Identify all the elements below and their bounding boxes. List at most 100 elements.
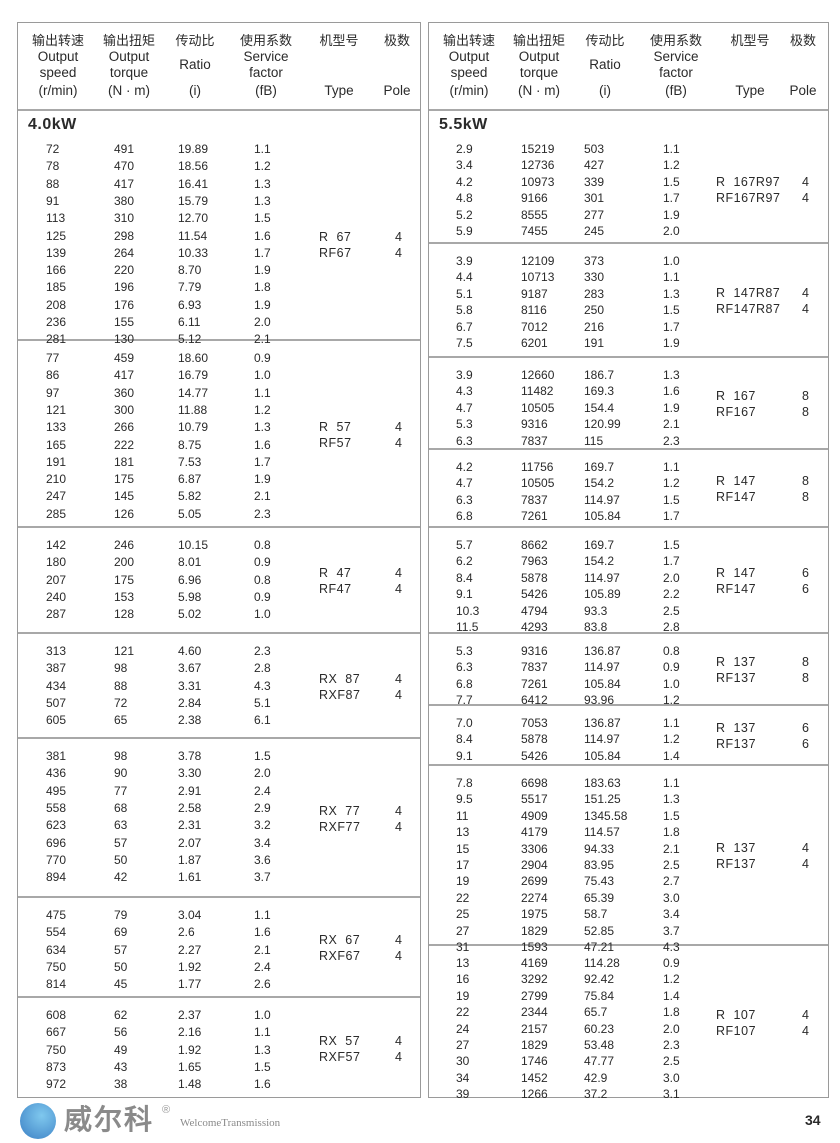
speed-cell: 894 <box>46 870 67 885</box>
table-row: 210 175 6.87 1.9 <box>18 471 420 487</box>
torque-cell: 68 <box>114 800 128 815</box>
table-row: 6.3 7837 114.97 0.9 <box>429 659 828 675</box>
table-row: 623 63 2.31 3.2 <box>18 817 420 833</box>
torque-cell: 11756 <box>521 460 554 474</box>
service-factor-cell: 1.8 <box>663 825 680 840</box>
torque-cell: 9316 <box>521 417 548 432</box>
header-type: 机型号 Type <box>299 33 379 98</box>
torque-cell: 8555 <box>521 207 548 222</box>
table-row: 165 222 8.75 1.6 <box>18 437 420 453</box>
speed-cell: 185 <box>46 280 67 295</box>
service-factor-cell: 1.3 <box>663 792 680 807</box>
table-row: 7.0 7053 136.87 1.1 <box>429 715 828 731</box>
table-row: 5.3 9316 120.99 2.1 <box>429 416 828 432</box>
table-row: 77 459 18.60 0.9 <box>18 350 420 366</box>
service-factor-cell: 2.4 <box>254 783 271 798</box>
table-row: 113 310 12.70 1.5 <box>18 210 420 226</box>
ratio-cell: 3.78 <box>178 749 202 763</box>
service-factor-cell: 1.1 <box>254 142 271 156</box>
table-row: 750 49 1.92 1.3 <box>18 1042 420 1058</box>
ratio-cell: 3.04 <box>178 908 202 922</box>
table-body: 4.0kW 72 491 19.89 1.1 78 470 18.56 1.2 88 417 16.4… <box>18 109 420 1099</box>
service-factor-cell: 3.4 <box>663 907 680 922</box>
speed-cell: 7.5 <box>456 336 473 350</box>
table-row: 2.9 15219 503 1.1 <box>429 141 828 157</box>
torque-cell: 12660 <box>521 368 555 382</box>
header-service-unit: (fB) <box>255 83 277 98</box>
speed-cell: 558 <box>46 800 67 815</box>
speed-cell: 180 <box>46 555 67 570</box>
ratio-cell: 2.91 <box>178 783 202 798</box>
table-row: 16 3292 92.42 1.2 <box>429 971 828 987</box>
header-service-en1: Service <box>243 49 289 64</box>
ratio-cell: 7.79 <box>178 280 202 295</box>
model-group: 381 98 3.78 1.5 436 90 3.30 2.0 495 77 2.91 2.4 558 6… <box>18 739 420 898</box>
service-factor-cell: 6.1 <box>254 713 271 728</box>
header-service: 使用系数 Service factor (fB) <box>226 33 306 98</box>
table-row: 27 1829 53.48 2.3 <box>429 1037 828 1053</box>
header-speed-en2: speed <box>39 65 77 80</box>
service-factor-cell: 0.9 <box>254 351 271 365</box>
service-factor-cell: 2.1 <box>254 942 271 957</box>
model-group: 5.3 9316 136.87 0.8 6.3 7837 114.97 0.9 6.8 7261 1… <box>429 634 828 708</box>
model-type: R 107 <box>716 1007 756 1022</box>
model-type: RF147R87 <box>716 302 781 316</box>
table-row: 972 38 1.48 1.6 <box>18 1076 420 1092</box>
speed-cell: 11.5 <box>456 620 479 634</box>
torque-cell: 2904 <box>521 858 548 872</box>
header-pole-zh: 极数 <box>789 33 816 48</box>
speed-cell: 434 <box>46 678 67 693</box>
speed-cell: 210 <box>46 472 67 487</box>
pole-count: 4 <box>395 819 402 834</box>
service-factor-cell: 1.5 <box>663 492 680 507</box>
service-factor-cell: 2.6 <box>254 977 271 992</box>
service-factor-cell: 0.8 <box>254 538 271 552</box>
model-type: R 137 <box>716 721 756 735</box>
service-factor-cell: 2.1 <box>663 841 680 856</box>
service-factor-cell: 3.0 <box>663 890 680 905</box>
torque-cell: 196 <box>114 280 135 295</box>
speed-cell: 86 <box>46 368 60 383</box>
model-type: R 137 <box>716 841 756 855</box>
table-row: 9.1 5426 105.89 2.2 <box>429 586 828 602</box>
table-row: 7.8 6698 183.63 1.1 <box>429 775 828 791</box>
header-torque-en2: torque <box>109 65 149 80</box>
torque-cell: 7837 <box>521 492 548 507</box>
header-ratio-unit: (i) <box>189 83 201 98</box>
service-factor-cell: 2.3 <box>663 1038 680 1052</box>
table-row: 7.7 6412 93.96 1.2 <box>429 692 828 708</box>
service-factor-cell: 1.4 <box>663 748 680 763</box>
torque-cell: 2344 <box>521 1005 548 1020</box>
torque-cell: 310 <box>114 211 135 226</box>
ratio-cell: 2.31 <box>178 818 202 833</box>
table-row: 5.9 7455 245 2.0 <box>429 223 828 239</box>
torque-cell: 7963 <box>521 554 548 569</box>
speed-cell: 4.8 <box>456 191 473 206</box>
model-type: RXF57 <box>319 1049 361 1064</box>
table-row: 5.3 9316 136.87 0.8 <box>429 643 828 659</box>
speed-cell: 142 <box>46 538 67 552</box>
header-ratio-unit: (i) <box>599 83 611 98</box>
service-factor-cell: 1.3 <box>254 420 271 435</box>
torque-cell: 3292 <box>521 972 548 987</box>
table-row: 208 176 6.93 1.9 <box>18 297 420 313</box>
pole-count: 4 <box>395 687 402 702</box>
header-speed: 输出转速 Output speed (r/min) <box>429 33 509 98</box>
speed-cell: 22 <box>456 890 470 905</box>
ratio-cell: 42.9 <box>584 1070 608 1085</box>
header-speed-en1: Output <box>448 49 490 64</box>
speed-cell: 139 <box>46 245 67 260</box>
service-factor-cell: 3.2 <box>254 818 271 833</box>
header-ratio: 传动比 Ratio (i) <box>565 33 645 98</box>
speed-cell: 5.8 <box>456 303 473 318</box>
header-speed-unit: (r/min) <box>38 83 78 98</box>
service-factor-cell: 0.8 <box>254 572 271 587</box>
torque-cell: 417 <box>114 368 135 383</box>
header-service-en1: Service <box>653 49 699 64</box>
model-group: 77 459 18.60 0.9 86 417 16.79 1.0 97 360 14.77 1.1 1… <box>18 341 420 528</box>
table-row: 11.5 4293 83.8 2.8 <box>429 619 828 635</box>
ratio-cell: 503 <box>584 142 605 156</box>
speed-cell: 27 <box>456 1038 470 1052</box>
header-service-zh: 使用系数 <box>649 33 702 48</box>
speed-cell: 19 <box>456 874 470 889</box>
